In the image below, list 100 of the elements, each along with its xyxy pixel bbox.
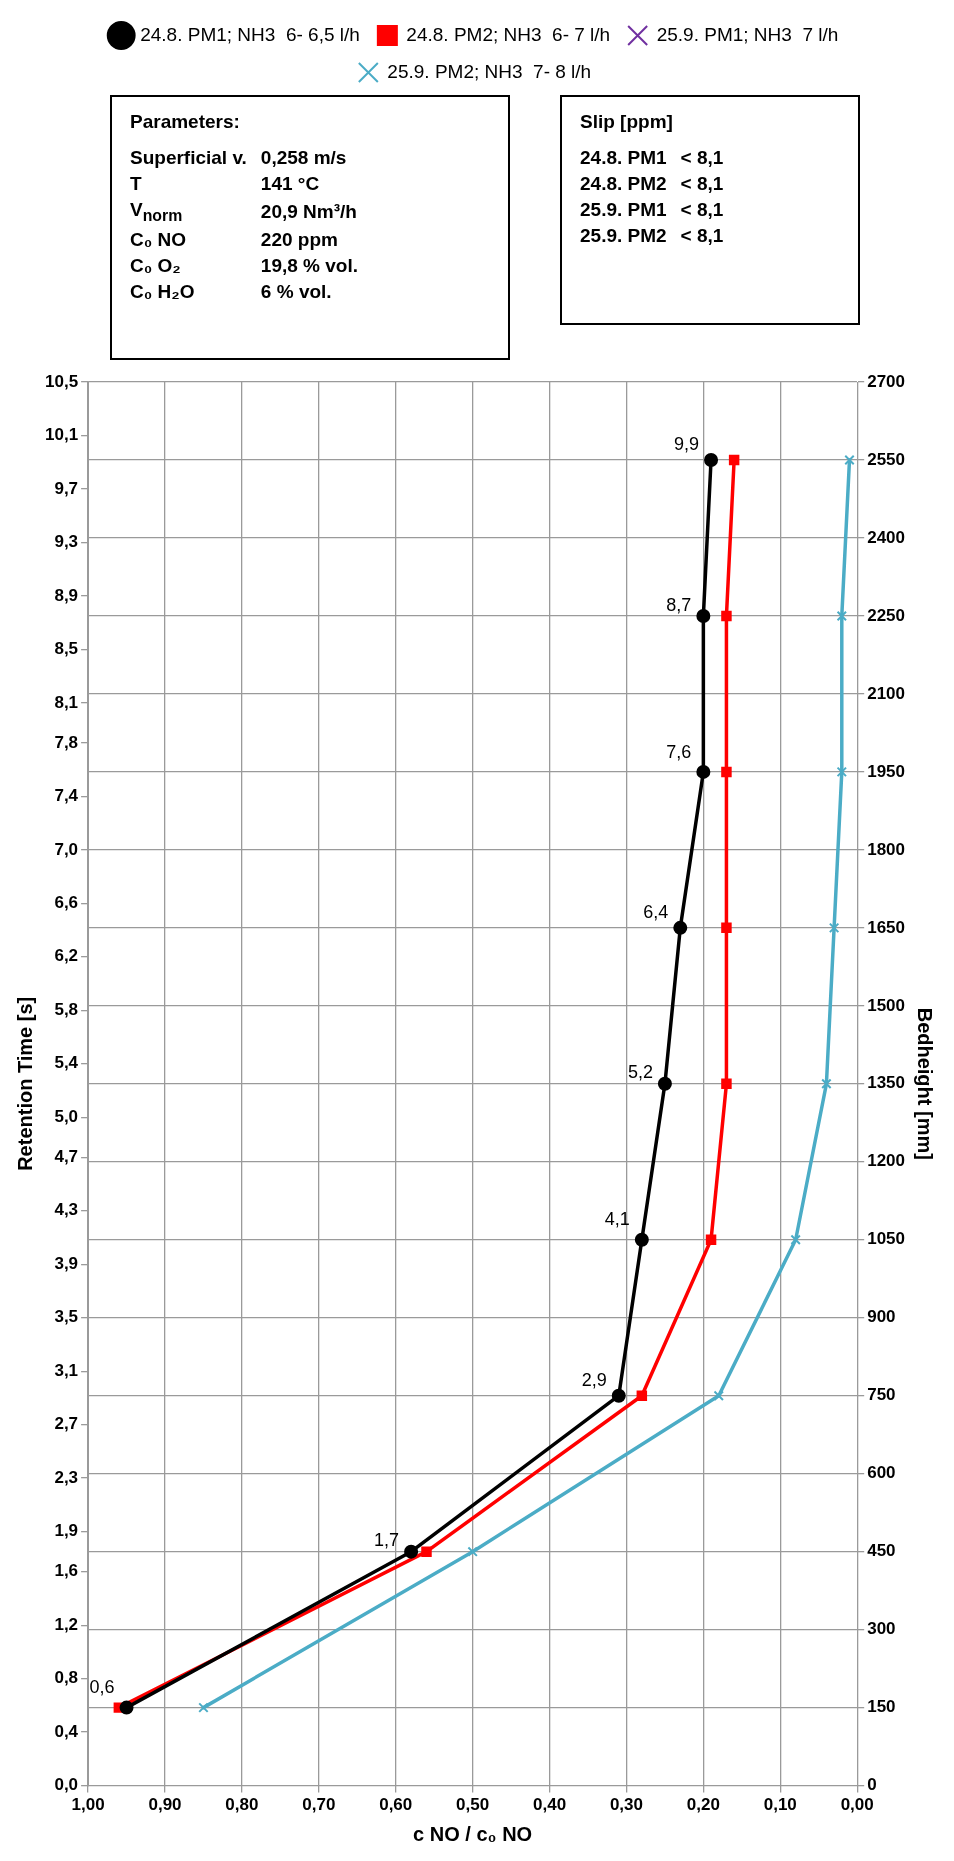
text: Slip [ppm] 24.8. PM1 < 8,1 24.8. PM2 < 8,1 25.9. PM1 < 8,1 25.9. PM2 < 8,1	[580, 111, 724, 246]
y-tick-label: 2,7	[54, 1414, 79, 1434]
point	[828, 922, 840, 934]
legend-label: 24.8. PM2; NH3 6- 7 l/h	[406, 23, 611, 45]
y-tick-label: 8,5	[54, 639, 79, 659]
point	[198, 1702, 209, 1713]
legend-label: 25.9. PM2; NH3 7- 8 l/h	[387, 60, 592, 82]
y-tick-label: 0,0	[54, 1775, 79, 1795]
annotation: 4,1	[604, 1209, 630, 1230]
x-tick-label: 0,90	[148, 1795, 182, 1815]
point	[721, 610, 732, 622]
y-tick-label: 3,5	[54, 1307, 79, 1327]
y-tick-label: 1,2	[54, 1614, 79, 1634]
y2-tick-label: 2250	[867, 605, 906, 625]
y2-tick-label: 900	[867, 1307, 896, 1327]
point	[836, 610, 848, 622]
annotation: 1,7	[374, 1530, 400, 1551]
y-tick-label: 5,8	[54, 999, 79, 1019]
y2-tick-label: 1050	[867, 1229, 906, 1249]
x-tick-label: 0,30	[609, 1795, 643, 1815]
x-tick-label: 0,80	[225, 1795, 259, 1815]
annotation: 7,6	[666, 741, 692, 762]
y2-tick-label: 300	[867, 1619, 896, 1639]
point	[713, 1390, 724, 1401]
annotation: 2,9	[581, 1369, 607, 1390]
x-tick-label: 0,60	[379, 1795, 413, 1815]
y-tick-label: 6,2	[54, 946, 79, 966]
y-tick-label: 10,1	[44, 425, 79, 445]
y2-tick-label: 2100	[867, 683, 906, 703]
y-tick-label: 3,9	[54, 1253, 79, 1273]
annotation: 9,9	[674, 434, 700, 455]
point	[790, 1234, 801, 1245]
point	[634, 1232, 649, 1247]
y2-tick-label: 1500	[867, 995, 906, 1015]
y2-tick-label: 2400	[867, 527, 906, 547]
point	[421, 1546, 432, 1557]
annotation: 5,2	[627, 1062, 653, 1083]
y-axis-title: Retention Time [s]	[13, 996, 36, 1171]
y-tick-label: 6,6	[54, 893, 79, 913]
point	[404, 1544, 419, 1559]
x-tick-label: 1,00	[71, 1795, 105, 1815]
y2-tick-label: 1350	[867, 1073, 906, 1093]
y-tick-label: 5,4	[54, 1053, 79, 1073]
y2-tick-label: 1650	[867, 917, 906, 937]
y-tick-label: 4,3	[54, 1200, 79, 1220]
y2-tick-label: 1950	[867, 761, 906, 781]
y-tick-label: 5,0	[54, 1106, 79, 1126]
point	[836, 766, 848, 778]
y2-tick-label: 1200	[867, 1151, 906, 1171]
x-tick-label: 0,20	[686, 1795, 720, 1815]
point	[704, 452, 719, 467]
y2-tick-label: 450	[867, 1541, 896, 1561]
point	[696, 764, 711, 779]
y-tick-label: 1,6	[54, 1561, 79, 1581]
x-tick-label: 0,50	[456, 1795, 490, 1815]
point	[721, 1078, 732, 1090]
legend-label: 24.8. PM1; NH3 6- 6,5 l/h	[140, 23, 360, 45]
annotation: 8,7	[666, 594, 692, 615]
point	[611, 1388, 626, 1403]
y-tick-label: 2,3	[54, 1467, 79, 1487]
point	[721, 922, 732, 934]
y-tick-label: 9,3	[54, 532, 79, 552]
y-tick-label: 10,5	[44, 371, 79, 391]
point	[467, 1546, 478, 1557]
point	[119, 1700, 134, 1715]
point	[705, 1234, 717, 1245]
y2-tick-label: 600	[867, 1463, 896, 1483]
x-tick-label: 0,40	[533, 1795, 567, 1815]
y2-tick-label: 1800	[867, 839, 906, 859]
annotation: 0,6	[89, 1677, 115, 1698]
point	[721, 766, 732, 778]
annotation: 6,4	[643, 902, 669, 923]
y2-tick-label: 0	[867, 1775, 877, 1795]
x-tick-label: 0,70	[302, 1795, 336, 1815]
point	[728, 454, 740, 466]
point	[696, 608, 711, 623]
y2-tick-label: 750	[867, 1385, 896, 1405]
legend-label: 25.9. PM1; NH3 7 l/h	[656, 23, 839, 45]
x-axis-title: c NO / c₀ NO	[413, 1822, 533, 1845]
y-tick-label: 0,8	[54, 1668, 79, 1688]
y-tick-label: 3,1	[54, 1360, 79, 1380]
x-tick-label: 0,10	[763, 1795, 797, 1815]
y2-tick-label: 150	[867, 1697, 896, 1717]
point	[821, 1078, 832, 1090]
y-tick-label: 7,0	[54, 839, 79, 859]
y-tick-label: 7,4	[54, 786, 79, 806]
y2-tick-label: 2550	[867, 449, 906, 469]
y-tick-label: 0,4	[54, 1721, 79, 1741]
y2-axis-title: Bedheight [mm]	[914, 1007, 937, 1160]
point	[844, 454, 855, 466]
y-tick-label: 8,9	[54, 585, 79, 605]
point	[673, 920, 688, 935]
point	[636, 1390, 648, 1401]
x-tick-label: 0,00	[840, 1795, 874, 1815]
y-tick-label: 8,1	[54, 692, 79, 712]
y-tick-label: 9,7	[54, 478, 79, 498]
y2-tick-label: 2700	[867, 371, 906, 391]
y-tick-label: 1,9	[54, 1521, 79, 1541]
point	[657, 1076, 672, 1091]
text: Parameters: Superficial v. 0,258 m/s T 141 °C V$_{norm}$ 20,9 Nm³/h C₀ NO 220 ppm C₀ O₂ 19,8 % vol. C₀ H₂O 6 % vol.	[130, 111, 359, 302]
